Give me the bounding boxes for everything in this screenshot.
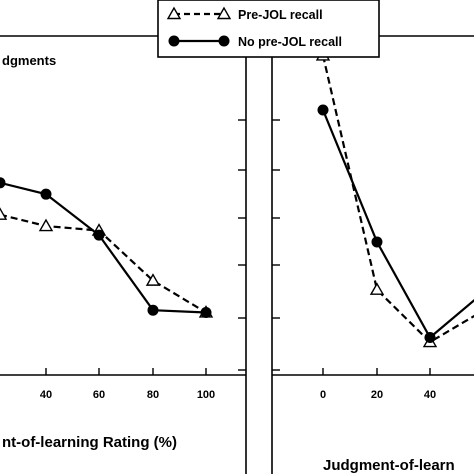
data-point-circle: [371, 236, 383, 248]
panel-left: 40 60 80 100 dgments nt-of-learning Rating (%…: [0, 35, 247, 474]
data-point-circle: [40, 188, 52, 200]
data-point-triangle: [145, 273, 161, 286]
x-tick-label: 40: [424, 389, 436, 401]
data-point-circle: [93, 229, 105, 241]
x-tick-label: 20: [371, 389, 383, 401]
data-point-circle: [317, 104, 329, 116]
legend-label: Pre-JOL recall: [238, 8, 323, 22]
x-tick-label: 80: [147, 389, 159, 401]
data-point-triangle: [38, 218, 54, 232]
legend-triangle-icon: [216, 6, 232, 20]
x-axis-label: nt-of-learning Rating (%): [2, 434, 177, 451]
data-point-circle: [424, 332, 436, 343]
series-line-no-pre-jol: [321, 109, 474, 340]
legend-triangle-icon: [166, 6, 182, 20]
legend-circle-icon: [168, 35, 180, 47]
x-tick-label: 100: [197, 389, 215, 401]
legend: Pre-JOL recall No pre-JOL recall: [157, 0, 380, 58]
legend-box: [157, 0, 380, 58]
series-line-pre-jol: [321, 55, 474, 344]
panel-title: dgments: [2, 53, 56, 68]
data-point-circle: [147, 304, 159, 316]
x-tick-label: 60: [93, 389, 105, 401]
data-point-triangle: [0, 207, 8, 220]
data-point-circle: [0, 177, 6, 189]
data-point-triangle: [369, 282, 385, 295]
series-line-pre-jol: [0, 213, 207, 314]
x-axis-label: Judgment-of-learn: [323, 457, 455, 474]
data-point-circle: [200, 306, 212, 318]
panel-right: 020406Judgment-of-learn: [271, 35, 474, 474]
legend-circle-icon: [218, 35, 230, 47]
legend-label: No pre-JOL recall: [238, 35, 342, 49]
x-tick-label: 40: [40, 389, 52, 401]
x-tick-label: 0: [320, 389, 326, 401]
